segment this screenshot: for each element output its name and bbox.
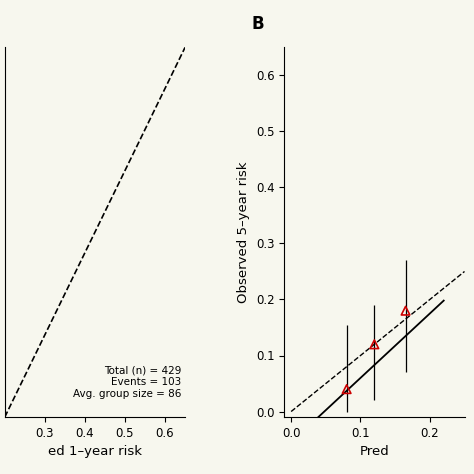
X-axis label: ed 1–year risk: ed 1–year risk bbox=[48, 446, 142, 458]
Text: B: B bbox=[252, 15, 264, 33]
Y-axis label: Observed 5–year risk: Observed 5–year risk bbox=[237, 162, 250, 303]
Point bbox=[343, 385, 350, 393]
Text: Total (n) = 429
    Events = 103
Avg. group size = 86: Total (n) = 429 Events = 103 Avg. group … bbox=[73, 365, 182, 399]
Point bbox=[402, 307, 410, 314]
X-axis label: Pred: Pred bbox=[359, 446, 389, 458]
Point bbox=[371, 340, 378, 348]
